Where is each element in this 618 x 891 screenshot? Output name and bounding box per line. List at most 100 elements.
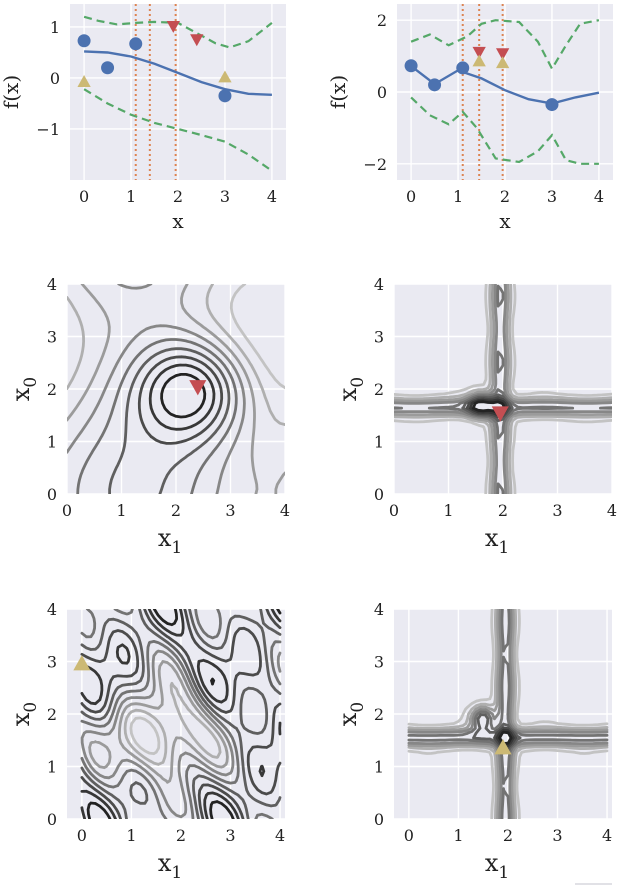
y-tick-label: 2 — [374, 705, 384, 724]
observation-point — [77, 34, 91, 48]
contour-level — [67, 284, 246, 494]
x-tick-label: 3 — [225, 501, 235, 520]
x-tick-label: 2 — [503, 826, 513, 845]
y-tick-label: 4 — [374, 600, 384, 619]
contour-level — [86, 609, 282, 819]
x-tick-label: 4 — [602, 826, 612, 845]
x-tick-label: 1 — [116, 501, 126, 520]
y-axis-label: x0 — [7, 702, 41, 726]
y-axis-label: x0 — [334, 702, 368, 726]
x-tick-label: 4 — [607, 501, 617, 520]
x-tick-label: 0 — [77, 826, 87, 845]
observation-point — [545, 98, 559, 112]
proposal-gold-marker — [77, 75, 91, 87]
y-axis-label-subscript: 0 — [21, 377, 41, 388]
contour-level — [394, 284, 612, 494]
y-tick-label: 0 — [374, 485, 384, 504]
proposal-red-marker — [496, 48, 510, 61]
contour-level — [137, 355, 224, 445]
contour-level — [76, 338, 238, 494]
x-tick-label: 3 — [547, 187, 557, 206]
proposal-gold-marker — [472, 54, 486, 67]
y-axis-label: x0 — [7, 377, 41, 401]
x-tick-label: 0 — [389, 501, 399, 520]
x-tick-label: 3 — [552, 501, 562, 520]
y-tick-label: 1 — [47, 758, 57, 777]
observation-point — [101, 61, 115, 75]
y-tick-label: 1 — [50, 18, 60, 37]
x-axis-label: x1 — [158, 524, 182, 558]
contour-level — [394, 284, 612, 494]
contour-level — [229, 284, 285, 390]
proposal-red-marker — [166, 21, 180, 33]
x-axis-label-subscript: 1 — [171, 863, 182, 883]
x-tick-label: 3 — [552, 826, 562, 845]
x-tick-label: 4 — [275, 826, 285, 845]
contour-level — [80, 649, 282, 819]
x-tick-label: 1 — [453, 187, 463, 206]
contour-lines — [394, 284, 612, 494]
x-tick-label: 3 — [225, 826, 235, 845]
contour-level — [394, 284, 612, 494]
observation-point — [404, 59, 418, 73]
x-tick-label: 3 — [220, 187, 230, 206]
x-tick-label: 1 — [126, 187, 136, 206]
contour-level — [407, 609, 609, 819]
observation-point — [428, 78, 442, 92]
acquisition-contour-panel: 0 1 2 3 4 0 1 2 3 4 x1 x0 — [7, 275, 290, 558]
acquisition-contour-panel: 0 1 2 3 4 0 1 2 3 4 x1 x0 — [334, 275, 617, 558]
x-tick-label: 1 — [443, 501, 453, 520]
y-tick-label: 4 — [374, 275, 384, 294]
contour-level — [407, 609, 609, 819]
x-tick-label: 2 — [176, 826, 186, 845]
x-tick-label: 0 — [404, 826, 414, 845]
y-tick-label: −2 — [363, 155, 387, 174]
y-tick-label: 3 — [47, 653, 57, 672]
acquisition-contour-panel: 0 1 2 3 4 0 1 2 3 4 x1 x0 — [334, 600, 612, 883]
x-tick-label: 4 — [280, 501, 290, 520]
y-tick-label: 1 — [374, 433, 384, 452]
observation-point — [129, 37, 143, 51]
acquisition-contour-panel: 0 1 2 3 4 0 1 2 3 4 x1 x0 — [7, 600, 285, 883]
y-tick-label: 4 — [47, 275, 57, 294]
y-tick-label: 2 — [47, 705, 57, 724]
proposal-red-marker — [189, 380, 207, 396]
contour-lines — [67, 284, 285, 494]
x-tick-label: 4 — [594, 187, 604, 206]
contour-level — [80, 609, 282, 819]
y-axis-label-subscript: 0 — [348, 702, 368, 713]
contour-level — [80, 609, 282, 819]
contour-level — [123, 681, 222, 766]
contour-level — [407, 609, 609, 819]
y-tick-label: 3 — [47, 328, 57, 347]
y-tick-label: 4 — [47, 600, 57, 619]
x-tick-label: 2 — [498, 501, 508, 520]
y-tick-label: 0 — [47, 485, 57, 504]
contour-lines — [80, 609, 282, 819]
observation-point — [218, 89, 232, 103]
contour-lines — [407, 609, 609, 819]
y-tick-label: −1 — [36, 120, 60, 139]
contour-level — [80, 609, 282, 819]
y-axis-label: x0 — [334, 377, 368, 401]
contour-level — [129, 716, 161, 755]
x-tick-label: 1 — [126, 826, 136, 845]
y-tick-label: 1 — [47, 433, 57, 452]
upper-bound-line — [410, 19, 600, 71]
lower-bound-line — [410, 96, 599, 165]
y-tick-label: 0 — [377, 83, 387, 102]
proposal-gold-marker — [218, 70, 232, 83]
proposal-red-marker — [491, 406, 509, 422]
proposal-red-marker — [472, 46, 486, 59]
x-axis-label: x — [499, 209, 511, 233]
x-tick-label: 2 — [171, 501, 181, 520]
y-tick-label: 0 — [47, 810, 57, 829]
x-axis-label-subscript: 1 — [498, 863, 509, 883]
gp-panel: 0 1 2 3 4 2 0 −2 x f(x) — [326, 4, 613, 233]
contour-level — [148, 363, 216, 431]
y-axis-label-subscript: 0 — [348, 377, 368, 388]
contour-level — [88, 660, 229, 784]
contour-level — [407, 609, 609, 819]
proposal-red-marker — [190, 34, 204, 47]
